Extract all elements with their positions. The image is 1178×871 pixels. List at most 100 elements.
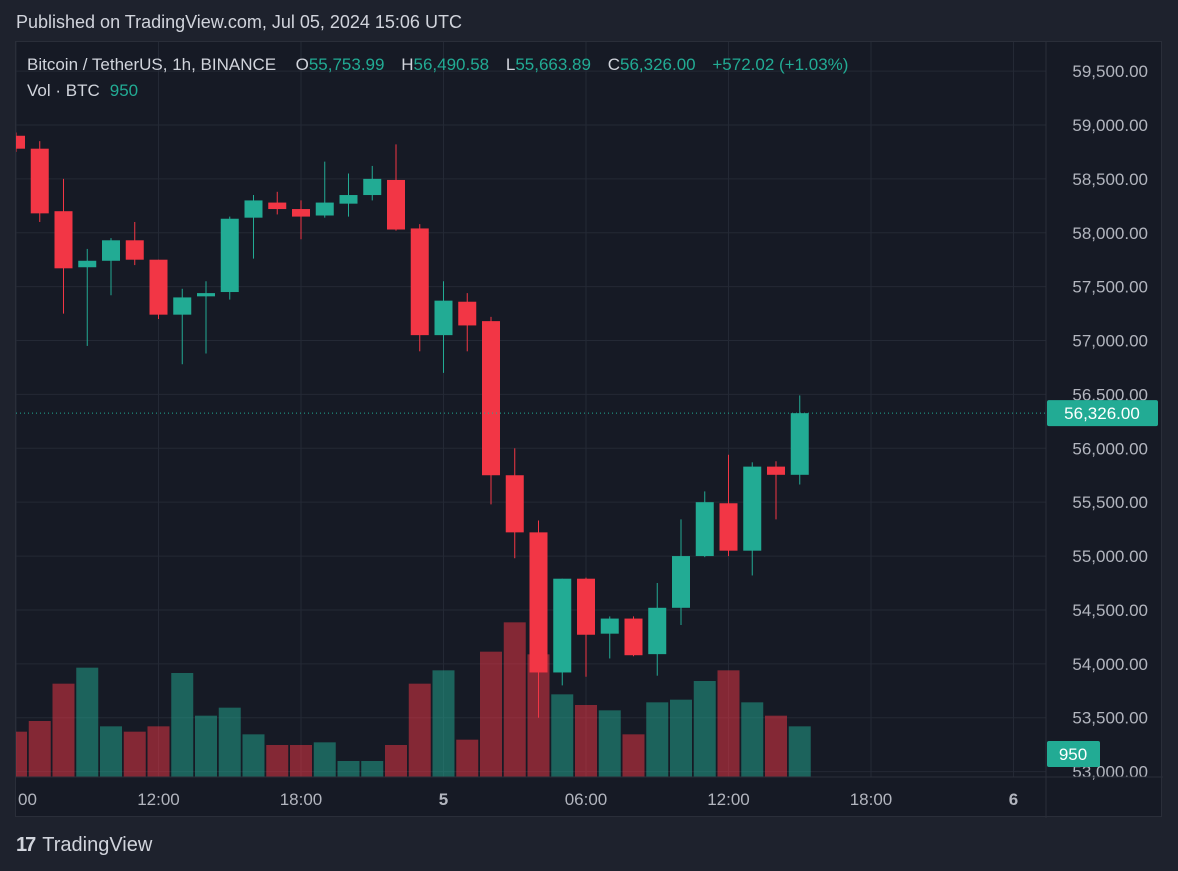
candle-body	[54, 211, 73, 269]
volume-bar	[313, 742, 336, 777]
price-axis-label: 59,000.00	[1072, 116, 1148, 135]
close-value: 56,326.00	[619, 55, 696, 74]
price-axis-label: 55,000.00	[1072, 547, 1148, 566]
candle-body	[695, 502, 714, 557]
candle-body	[292, 209, 310, 217]
candle-body	[244, 200, 263, 218]
candle-body	[363, 178, 382, 196]
chart-panel[interactable]: 59,500.00 59,000.00 58,500.00 58,000.00 57,5…	[15, 41, 1163, 818]
candle-body	[505, 475, 524, 533]
high-value: 56,490.58	[413, 55, 490, 74]
candle-body	[648, 607, 667, 655]
volume-bar	[717, 670, 740, 777]
candle-body	[553, 578, 572, 673]
symbol-label[interactable]: Bitcoin / TetherUS, 1h, BINANCE	[27, 55, 277, 74]
volume-bar	[765, 715, 787, 777]
candlestick-chart[interactable]: 59,500.00 59,000.00 58,500.00 58,000.00 57,5…	[16, 42, 1163, 818]
volume-bar	[290, 745, 312, 777]
volume-bar	[147, 726, 170, 777]
published-caption: Published on TradingView.com, Jul 05, 20…	[16, 12, 462, 32]
price-axis-label: 58,500.00	[1072, 170, 1148, 189]
last-volume-label: 950	[1059, 745, 1087, 764]
price-axis-label: 57,500.00	[1072, 278, 1148, 297]
volume-bar	[432, 670, 455, 777]
volume-bar	[218, 707, 241, 777]
candle-body	[387, 179, 405, 230]
candle-body	[410, 228, 429, 336]
volume-bar	[16, 731, 27, 777]
time-axis-label: 18:00	[850, 790, 893, 809]
volume-bar	[693, 681, 716, 777]
candle-body	[125, 240, 144, 260]
volume-bar	[503, 622, 526, 777]
ohlc-row: Bitcoin / TetherUS, 1h, BINANCE O55,753.…	[27, 54, 848, 80]
volume-bar	[741, 702, 764, 777]
candle-body	[16, 135, 25, 149]
candle-body	[339, 195, 358, 204]
price-axis-label: 54,500.00	[1072, 601, 1148, 620]
open-value: 55,753.99	[308, 55, 385, 74]
volume-bar	[646, 702, 669, 777]
price-axis-label: 58,000.00	[1072, 224, 1148, 243]
candle-body	[577, 578, 595, 635]
open-label: O	[295, 55, 309, 74]
last-volume-badge	[1047, 741, 1100, 767]
price-axis-label: 56,500.00	[1072, 385, 1148, 404]
price-axis-label: 54,000.00	[1072, 655, 1148, 674]
volume-bar	[456, 739, 479, 777]
candle-body	[529, 532, 548, 673]
volume-bar	[242, 734, 265, 777]
volume-bar	[195, 715, 217, 777]
time-axis-label: 18:00	[280, 790, 323, 809]
candle-body	[719, 503, 738, 551]
last-price-badge	[1047, 400, 1158, 427]
price-axis-label: 53,500.00	[1072, 709, 1148, 728]
time-axis-label: 6	[1009, 790, 1018, 809]
candle-body	[220, 218, 239, 293]
time-axis-label: 5	[439, 790, 448, 809]
volume-bar	[788, 726, 811, 777]
close-label: C	[607, 55, 620, 74]
volume-bar	[598, 710, 621, 777]
candle-body	[315, 202, 334, 216]
low-value: 55,663.89	[515, 55, 591, 74]
volume-bar	[480, 651, 502, 777]
candle-body	[458, 301, 477, 326]
time-axis-label: 00	[18, 790, 37, 809]
volume-bar	[52, 683, 75, 777]
low-label: L	[505, 55, 516, 74]
chart-legend: Bitcoin / TetherUS, 1h, BINANCE O55,753.…	[27, 54, 848, 106]
volume-bar	[337, 761, 360, 777]
tradingview-logo-text: TradingView	[42, 834, 153, 856]
volume-value: 950	[109, 81, 139, 100]
time-axis-label: 12:00	[707, 790, 750, 809]
volume-bar	[408, 683, 431, 777]
tradingview-logo-icon: 17	[16, 834, 36, 856]
volume-bar	[100, 726, 122, 777]
volume-bar	[575, 705, 597, 777]
candle-body	[600, 618, 619, 634]
candle-body	[672, 556, 690, 608]
volume-label[interactable]: Vol · BTC	[27, 81, 100, 100]
candle-body	[268, 202, 287, 210]
volume-bar	[171, 673, 194, 777]
volume-bar	[361, 761, 384, 777]
candle-body	[434, 300, 453, 336]
volume-row: Vol · BTC 950	[27, 80, 848, 106]
volume-bar	[622, 734, 645, 777]
time-axis-label: 06:00	[565, 790, 608, 809]
price-axis-label: 57,000.00	[1072, 332, 1148, 351]
volume-bar	[385, 745, 407, 777]
price-axis-label: 55,500.00	[1072, 493, 1148, 512]
candle-body	[743, 466, 762, 551]
candle-body	[102, 240, 120, 261]
candle-body	[197, 293, 215, 297]
volume-bar	[670, 699, 692, 777]
volume-bar	[123, 731, 146, 777]
volume-bar	[76, 667, 99, 777]
candle-body	[482, 321, 500, 476]
tradingview-logo[interactable]: 17 TradingView	[16, 834, 152, 857]
volume-bar	[266, 745, 289, 777]
candle-body	[78, 260, 97, 268]
candle-body	[149, 259, 168, 315]
